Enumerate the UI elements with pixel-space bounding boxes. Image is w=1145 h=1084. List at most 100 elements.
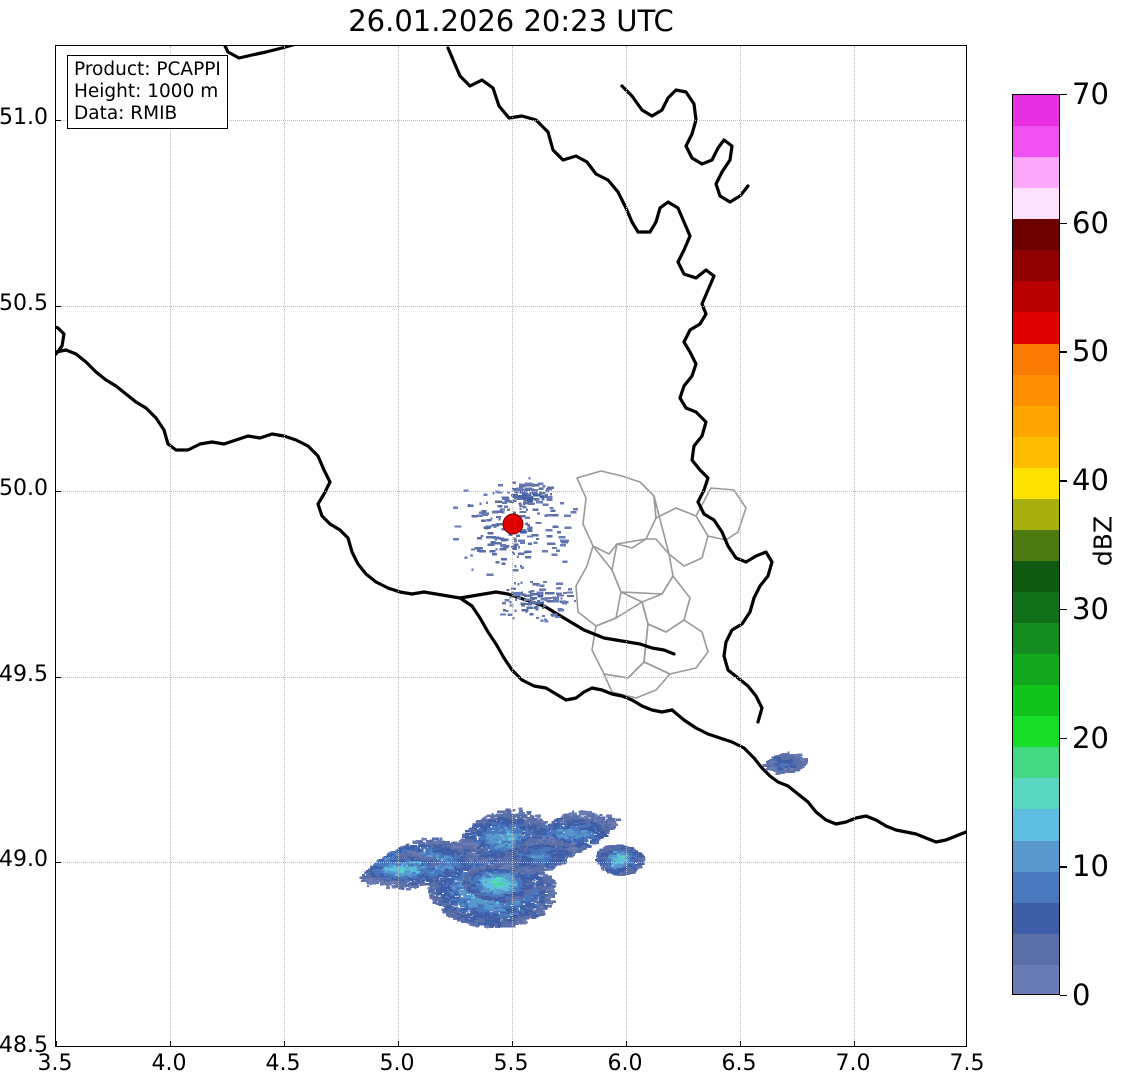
radar-echo-pixel [535, 826, 543, 829]
radar-echo-pixel [522, 913, 525, 917]
radar-echo-pixel [499, 842, 503, 845]
radar-echo-pixel [498, 880, 502, 883]
radar-echo-pixel [457, 873, 462, 877]
radar-echo-pixel [478, 918, 483, 921]
radar-echo-pixel [479, 823, 485, 826]
radar-echo-pixel [548, 895, 553, 898]
radar-echo-pixel [528, 812, 531, 815]
radar-echo-pixel [483, 849, 487, 853]
radar-echo-pixel [472, 915, 479, 918]
radar-echo-pixel [494, 856, 498, 859]
radar-echo-pixel [547, 879, 554, 882]
radar-echo-pixel [507, 910, 515, 913]
radar-echo-pixel [515, 886, 520, 890]
radar-echo-pixel [533, 910, 541, 913]
radar-echo-pixel [477, 840, 485, 843]
radar-echo-pixel [501, 841, 508, 844]
radar-echo-pixel [453, 872, 459, 875]
radar-echo-pixel [515, 889, 523, 892]
radar-echo-pixel [442, 876, 446, 879]
radar-echo-pixel [495, 825, 503, 828]
radar-echo-pixel [516, 908, 520, 911]
radar-echo-pixel [535, 814, 541, 817]
radar-echo-pixel [514, 901, 521, 904]
radar-echo-pixel [447, 915, 453, 918]
radar-echo-pixel [521, 907, 527, 910]
radar-echo-pixel [511, 922, 516, 925]
radar-echo-pixel [540, 821, 548, 824]
radar-echo-pixel [447, 890, 450, 893]
radar-echo-pixel [451, 886, 456, 889]
radar-echo-pixel [482, 853, 490, 856]
radar-echo-pixel [515, 871, 523, 875]
radar-echo-pixel [452, 913, 457, 917]
radar-echo-pixel [508, 841, 514, 844]
radar-echo-pixel [514, 815, 521, 818]
radar-echo-pixel [502, 897, 508, 900]
radar-echo-pixel [446, 904, 450, 907]
radar-echo-pixel [539, 899, 545, 902]
radar-echo-pixel [536, 877, 543, 881]
radar-echo-pixel [456, 891, 460, 895]
radar-echo-pixel [468, 828, 475, 832]
radar-echo-pixel [512, 808, 516, 812]
radar-echo-pixel [471, 869, 479, 872]
radar-echo-pixel [500, 894, 506, 897]
radar-echo-pixel [474, 872, 480, 875]
radar-echo-pixel [509, 891, 511, 895]
radar-echo-pixel [485, 919, 492, 922]
radar-echo-pixel [442, 904, 447, 907]
radar-echo-pixel [535, 822, 543, 826]
radar-echo-pixel [475, 884, 482, 887]
radar-echo-pixel [521, 900, 525, 904]
radar-echo-pixel [533, 830, 536, 833]
radar-echo-pixel [522, 841, 527, 844]
radar-echo-pixel [498, 844, 505, 847]
radar-echo-pixel [475, 837, 478, 840]
radar-echo-pixel [470, 863, 473, 866]
figure-title: 26.01.2026 20:23 UTC [348, 4, 674, 38]
radar-echo-pixel [479, 835, 485, 838]
radar-echo-pixel [514, 874, 518, 878]
radar-echo-pixel [543, 899, 551, 902]
radar-echo-pixel [476, 864, 479, 867]
radar-echo-pixel [468, 900, 473, 904]
radar-echo-pixel [518, 903, 522, 906]
radar-echo-pixel [472, 924, 480, 927]
radar-echo-pixel [487, 868, 490, 872]
radar-echo-pixel [536, 891, 541, 894]
radar-echo-pixel [474, 892, 482, 895]
radar-echo-pixel [467, 886, 472, 889]
radar-echo-pixel [508, 888, 515, 892]
radar-echo-pixel [524, 833, 530, 836]
radar-echo-pixel [463, 896, 471, 899]
radar-echo-pixel [523, 823, 528, 826]
radar-echo-pixel [471, 886, 477, 890]
radar-echo-pixel [474, 879, 479, 882]
radar-echo-pixel [487, 835, 494, 838]
radar-echo-pixel [466, 874, 473, 877]
radar-echo-pixel [471, 866, 476, 870]
radar-echo-pixel [516, 917, 523, 920]
radar-echo-pixel [506, 902, 514, 905]
radar-echo-pixel [540, 824, 546, 828]
radar-echo-pixel [524, 911, 527, 914]
radar-echo-pixel [531, 818, 538, 821]
radar-echo-pixel [493, 849, 497, 853]
radar-map-plot[interactable]: Product: PCAPPI Height: 1000 m Data: RMI… [55, 45, 967, 1047]
radar-echo-pixel [485, 855, 488, 858]
radar-echo-pixel [469, 897, 472, 901]
radar-echo-pixel [518, 813, 522, 817]
radar-echo-pixel [487, 887, 491, 891]
radar-echo-pixel [483, 885, 488, 889]
radar-echo-pixel [499, 900, 507, 903]
radar-echo-pixel [500, 913, 507, 916]
radar-echo-pixel [523, 874, 525, 877]
radar-echo-pixel [527, 836, 530, 839]
radar-echo-pixel [526, 893, 530, 896]
radar-echo-pixel [548, 893, 552, 896]
radar-echo-pixel [458, 870, 463, 873]
radar-echo-pixel [478, 877, 486, 880]
radar-echo-pixel [453, 892, 459, 895]
radar-echo-pixel [465, 883, 469, 886]
